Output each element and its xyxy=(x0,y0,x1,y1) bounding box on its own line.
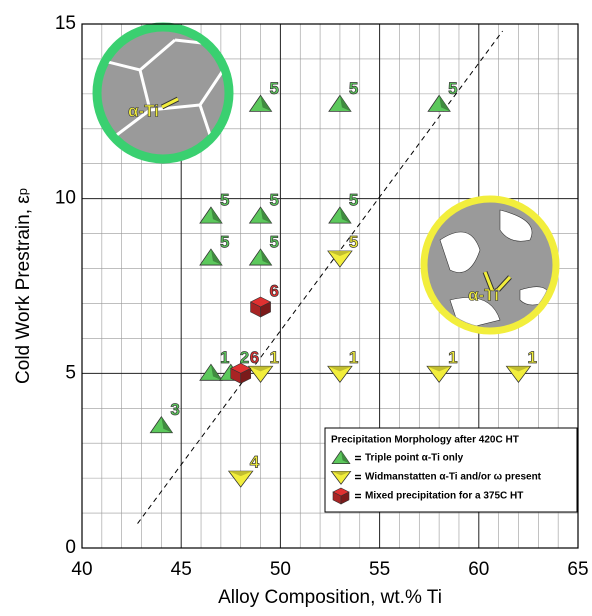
marker-shade xyxy=(339,95,351,112)
marker-shade xyxy=(331,471,351,476)
marker-shade xyxy=(339,207,351,224)
point-label: 5 xyxy=(349,79,358,98)
point-label: 3 xyxy=(170,400,179,419)
marker-right xyxy=(240,367,252,384)
marker xyxy=(330,470,352,485)
marker xyxy=(331,450,351,465)
x-axis-title: Alloy Composition, wt.% Ti xyxy=(218,587,442,608)
point-label: 5 xyxy=(349,191,358,210)
legend: Precipitation Morphology after 420C HT T… xyxy=(324,427,578,513)
point-label: 1 xyxy=(349,348,358,367)
point-label: 1 xyxy=(220,348,229,367)
y-axis-title-sub: p xyxy=(15,188,30,195)
point-label: 6 xyxy=(270,281,279,300)
marker xyxy=(249,296,272,318)
plot-frame xyxy=(81,23,579,549)
point-label: 6 xyxy=(250,348,259,367)
marker-shade xyxy=(161,416,173,433)
point-label: 2 xyxy=(240,348,249,367)
marker xyxy=(426,365,452,384)
x-tick-label: 40 xyxy=(71,559,92,580)
marker-shade xyxy=(327,251,352,257)
marker xyxy=(199,206,223,224)
point-label: 1 xyxy=(527,348,536,367)
marker xyxy=(227,470,254,488)
marker xyxy=(328,94,352,112)
legend-label: Triple point α-Ti only xyxy=(365,453,464,464)
marker xyxy=(248,206,273,224)
marker-shade xyxy=(341,450,350,464)
x-tick-label: 60 xyxy=(468,559,489,580)
y-tick-label: 15 xyxy=(55,13,76,34)
point-label: 4 xyxy=(250,453,260,472)
legend-label: Mixed precipitation for a 375C HT xyxy=(365,491,523,502)
marker xyxy=(328,206,352,224)
x-tick-label: 55 xyxy=(369,559,390,580)
point-label: 5 xyxy=(270,79,279,98)
marker xyxy=(199,248,223,266)
y-tick-label: 10 xyxy=(55,188,76,209)
marker-shade xyxy=(327,366,352,372)
marker-right xyxy=(340,491,350,505)
point-label: 5 xyxy=(448,79,457,98)
legend-label: Widmanstatten α-Ti and/or ω present xyxy=(365,472,542,483)
inset-right: α-Ti xyxy=(420,195,560,335)
marker xyxy=(230,362,252,384)
marker-shade xyxy=(210,364,222,381)
x-tick-label: 65 xyxy=(567,559,588,580)
y-tick-label: 0 xyxy=(65,537,76,558)
marker-shade xyxy=(228,471,253,477)
legend-title: Precipitation Morphology after 420C HT xyxy=(331,435,519,446)
point-label: 1 xyxy=(448,348,457,367)
marker xyxy=(327,250,353,268)
x-tick-label: 45 xyxy=(171,559,192,580)
point-label: 5 xyxy=(220,191,229,210)
y-axis-title: Cold Work Prestrain, εp xyxy=(13,188,34,384)
marker-shade xyxy=(427,366,452,372)
point-label: 5 xyxy=(270,233,279,252)
marker-shade xyxy=(210,249,222,266)
marker xyxy=(248,94,273,112)
marker xyxy=(247,365,274,384)
marker-right xyxy=(260,301,271,318)
trend-line xyxy=(137,30,504,524)
marker-shade xyxy=(210,207,222,224)
marker-shade xyxy=(506,366,531,372)
point-label: 5 xyxy=(349,233,358,252)
marker xyxy=(199,363,223,381)
point-label: 5 xyxy=(220,233,229,252)
inset-left: α-Ti xyxy=(92,22,234,164)
marker-shade xyxy=(260,207,272,224)
marker xyxy=(327,365,353,384)
marker-shade xyxy=(260,95,272,112)
y-tick-label: 5 xyxy=(65,362,76,383)
point-label: 5 xyxy=(270,191,279,210)
y-axis-title-main: Cold Work Prestrain, ε xyxy=(13,195,34,384)
marker xyxy=(149,416,174,434)
inset-label: α-Ti xyxy=(128,101,159,120)
marker-shade xyxy=(260,249,272,266)
marker xyxy=(248,248,273,266)
marker-shade xyxy=(439,95,451,112)
point-label: 1 xyxy=(270,348,279,367)
marker xyxy=(427,94,451,112)
marker xyxy=(332,487,350,505)
marker xyxy=(505,365,532,384)
x-tick-label: 50 xyxy=(270,559,291,580)
legend-box xyxy=(324,427,578,513)
marker-shade xyxy=(248,366,273,372)
inset-label: α-Ti xyxy=(468,285,499,304)
